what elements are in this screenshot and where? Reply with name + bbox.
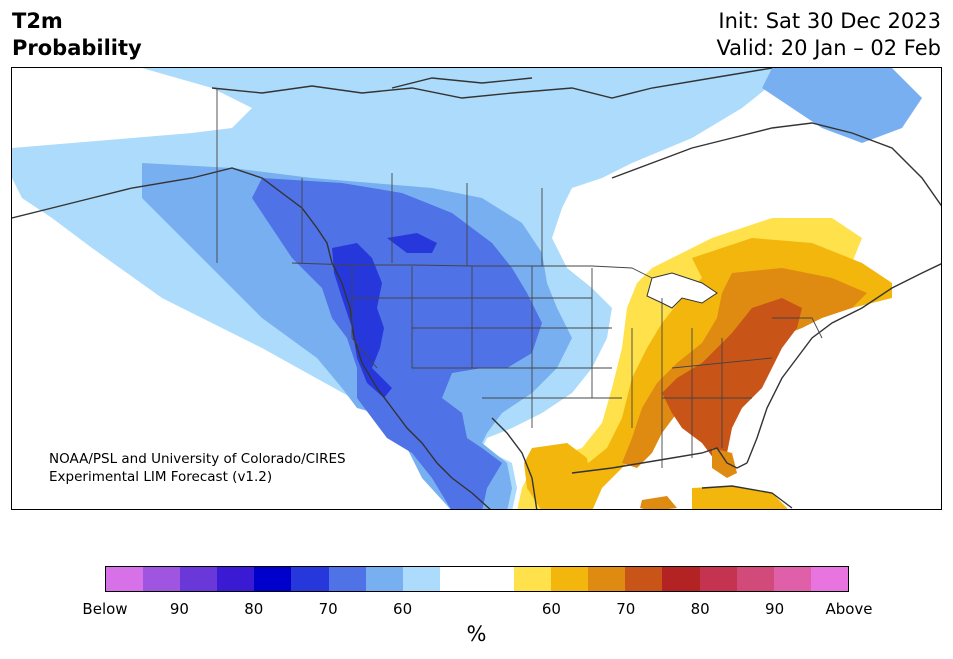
colorbar-cell xyxy=(365,567,403,591)
colorbar-tick-label: 90 xyxy=(169,600,189,618)
colorbar-cell xyxy=(328,567,366,591)
colorbar-tick-label: 80 xyxy=(244,600,264,618)
colorbar-cell xyxy=(106,567,144,591)
colorbar-cell xyxy=(810,567,848,591)
credit-text: NOAA/PSL and University of Colorado/CIRE… xyxy=(49,450,346,486)
probability-map xyxy=(11,67,942,510)
region-neutral-north xyxy=(12,68,252,148)
map-canvas xyxy=(12,68,941,509)
colorbar-cell xyxy=(254,567,292,591)
colorbar-unit: % xyxy=(466,622,487,646)
colorbar-cell xyxy=(143,567,181,591)
colorbar xyxy=(105,566,849,592)
colorbar-cell xyxy=(217,567,255,591)
colorbar-tick-label: 90 xyxy=(765,600,785,618)
region-below-75-idaho xyxy=(387,233,437,253)
colorbar-tick-label: 80 xyxy=(690,600,710,618)
init-date: Init: Sat 30 Dec 2023 xyxy=(718,9,941,33)
region-above-75-southeast xyxy=(662,298,802,468)
valid-period: Valid: 20 Jan – 02 Feb xyxy=(716,36,941,60)
political-borders xyxy=(216,88,823,468)
region-below-65-baffin xyxy=(572,68,772,98)
colorbar-cell xyxy=(736,567,774,591)
colorbar-ticks: Below 90 80 70 60 60 70 80 90 Above xyxy=(0,600,953,620)
title-variable: T2m xyxy=(12,9,63,33)
region-above-70-cuba xyxy=(692,486,787,509)
colorbar-cell xyxy=(180,567,218,591)
credit-line-2: Experimental LIM Forecast (v1.2) xyxy=(49,469,273,485)
colorbar-cell xyxy=(625,567,663,591)
colorbar-cell xyxy=(291,567,329,591)
region-below-70-west xyxy=(252,178,542,509)
colorbar-tick-label: Above xyxy=(825,600,873,618)
coastlines xyxy=(12,68,941,509)
colorbar-cell xyxy=(514,567,552,591)
great-lakes xyxy=(646,272,718,309)
region-above-70-florida-tip xyxy=(712,448,737,478)
region-above-60-central xyxy=(517,218,862,509)
region-above-65-mexico xyxy=(524,443,592,509)
colorbar-cell xyxy=(699,567,737,591)
colorbar-tick-label: Below xyxy=(82,600,128,618)
colorbar-cell xyxy=(402,567,440,591)
colorbar-cell xyxy=(662,567,700,591)
region-below-75-coast xyxy=(332,243,392,398)
credit-line-1: NOAA/PSL and University of Colorado/CIRE… xyxy=(49,451,346,467)
colorbar-cell xyxy=(551,567,589,591)
map-title: T2m Probability xyxy=(12,8,142,62)
colorbar-cell xyxy=(439,567,477,591)
forecast-dates: Init: Sat 30 Dec 2023 Valid: 20 Jan – 02… xyxy=(716,8,941,62)
colorbar-tick-label: 60 xyxy=(393,600,413,618)
colorbar-tick-label: 70 xyxy=(318,600,338,618)
region-below-65-labrador xyxy=(762,68,922,143)
title-product: Probability xyxy=(12,36,142,60)
colorbar-cell xyxy=(773,567,811,591)
colorbar-cell xyxy=(588,567,626,591)
region-above-70-cuba-west xyxy=(640,496,677,509)
colorbar-tick-label: 70 xyxy=(616,600,636,618)
colorbar-tick-label: 60 xyxy=(541,600,561,618)
colorbar-cell xyxy=(476,567,515,591)
